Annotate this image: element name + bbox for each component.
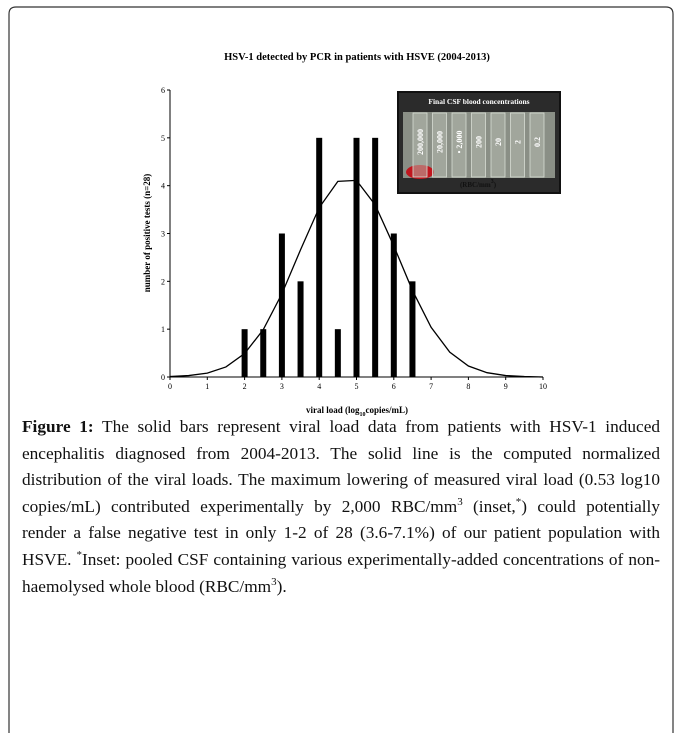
vial — [432, 112, 447, 178]
bar — [390, 233, 397, 377]
vial — [471, 112, 486, 178]
bar — [353, 137, 360, 377]
caption-text: (inset, — [462, 496, 516, 516]
y-tick-label: 2 — [161, 277, 165, 286]
chart-title: HSV-1 detected by PCR in patients with H… — [224, 52, 490, 63]
bar — [409, 281, 416, 377]
y-axis-label: number of positive tests (n=28) — [142, 174, 152, 292]
curve — [169, 179, 544, 378]
x-tick-label: 4 — [317, 382, 321, 391]
vial-label: • 2,000 — [455, 131, 464, 154]
x-tick-label: 0 — [168, 382, 172, 391]
vial-label: 200 — [475, 136, 484, 148]
y-tick-label: 3 — [161, 230, 165, 239]
y-tick-label: 1 — [161, 325, 165, 334]
caption-text: The solid bars represent viral load data… — [22, 417, 661, 516]
sup-text: * — [515, 496, 522, 509]
caption-text: Inset: pooled CSF containing various exp… — [22, 549, 660, 596]
vial-label: 2 — [514, 140, 523, 144]
y-tick-label: 4 — [161, 182, 165, 191]
y-tick-label: 5 — [161, 134, 165, 143]
sub-text: 10 — [360, 412, 366, 418]
sup-text: * — [76, 549, 83, 562]
vial — [510, 112, 525, 178]
y-tick-label: 6 — [161, 86, 165, 95]
inset-title: Final CSF blood concentrations — [428, 97, 529, 106]
sup-text: 3 — [457, 496, 463, 509]
x-axis-label: viral load (log10copies/mL) — [306, 405, 408, 418]
x-tick-label: 8 — [466, 382, 470, 391]
x-tick-label: 3 — [280, 382, 284, 391]
bar — [316, 137, 323, 377]
y-tick-label: 0 — [161, 373, 165, 382]
text-run: viral load (log — [306, 405, 360, 415]
vial-label: 0.2 — [533, 137, 542, 147]
vial-label: 20,000 — [436, 131, 445, 153]
text-run: copies/mL) — [366, 405, 409, 415]
x-tick-label: 10 — [539, 382, 547, 391]
bar — [334, 329, 341, 377]
caption-text: ). — [276, 576, 287, 596]
sup-text: 3 — [271, 575, 277, 588]
bar — [260, 329, 267, 377]
vial — [529, 112, 545, 178]
sup-text: 3 — [491, 179, 494, 185]
bar — [372, 137, 379, 377]
text-run: ) — [494, 181, 497, 189]
x-tick-label: 7 — [429, 382, 433, 391]
x-tick-label: 9 — [504, 382, 508, 391]
x-tick-label: 5 — [355, 382, 359, 391]
text-run: (RBC/mm — [460, 181, 491, 189]
bar — [278, 233, 285, 377]
x-tick-label: 1 — [205, 382, 209, 391]
x-tick-label: 2 — [243, 382, 247, 391]
bar — [297, 281, 304, 377]
x-tick-label: 6 — [392, 382, 396, 391]
inset-photo: Final CSF blood concentrations (RBC/mm3)… — [397, 91, 561, 194]
inset-unit: (RBC/mm3) — [460, 179, 497, 189]
caption: Figure 1: The solid bars represent viral… — [22, 414, 660, 600]
vial — [451, 112, 467, 178]
vial-label: 20 — [494, 138, 503, 146]
caption-label: Figure 1: — [22, 417, 94, 436]
frame — [8, 6, 674, 733]
vial — [412, 112, 428, 178]
vial — [490, 112, 506, 178]
caption-text: ) could potentially render a false negat… — [22, 496, 660, 569]
vial-label: 200,000 — [416, 129, 425, 155]
